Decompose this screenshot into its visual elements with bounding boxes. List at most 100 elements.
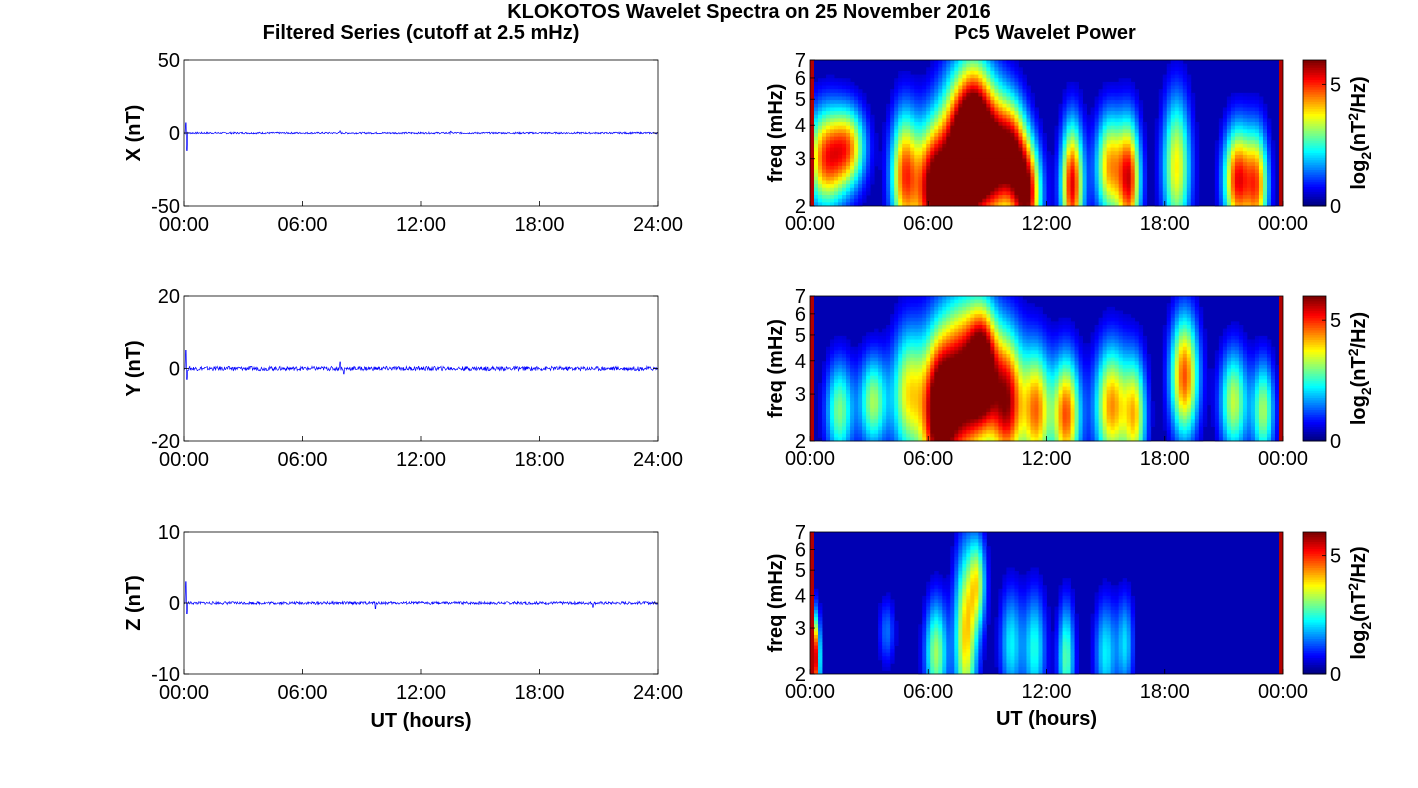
heatmap-cell	[1106, 350, 1112, 355]
heatmap-cell	[994, 169, 999, 174]
heatmap-cell	[1122, 195, 1128, 200]
heatmap-cell	[866, 184, 871, 189]
heatmap-cell	[1190, 306, 1196, 311]
heatmap-cell	[1022, 332, 1027, 337]
heatmap-cell	[1254, 118, 1260, 123]
heatmap-cell	[818, 154, 823, 159]
heatmap-cell	[1222, 346, 1228, 351]
heatmap-cell	[1130, 195, 1136, 200]
heatmap-cell	[1262, 173, 1268, 178]
heatmap-cell	[1254, 339, 1260, 344]
heatmap-cell	[934, 321, 939, 326]
heatmap-cell	[934, 195, 939, 200]
heatmap-cell	[1266, 202, 1272, 207]
heatmap-cell	[1058, 173, 1063, 178]
heatmap-cell	[1022, 74, 1027, 79]
heatmap-cell	[1234, 169, 1240, 174]
heatmap-cell	[1010, 296, 1015, 301]
heatmap-cell	[1070, 202, 1075, 207]
heatmap-cell	[1078, 118, 1083, 123]
heatmap-cell	[1010, 136, 1015, 141]
heatmap-cell	[910, 133, 915, 138]
heatmap-cell	[1070, 103, 1075, 108]
heatmap-cell	[1042, 176, 1047, 181]
heatmap-cell	[974, 147, 979, 152]
heatmap-cell	[826, 125, 831, 130]
heatmap-cell	[1066, 103, 1071, 108]
heatmap-cell	[1178, 296, 1184, 301]
heatmap-cell	[1190, 180, 1196, 185]
heatmap-cell	[1142, 151, 1148, 156]
heatmap-cell	[1046, 325, 1051, 330]
heatmap-cell	[1114, 169, 1120, 174]
heatmap-cell	[986, 195, 991, 200]
heatmap-cell	[994, 96, 999, 101]
heatmap-cell	[886, 118, 891, 123]
heatmap-cell	[1078, 202, 1083, 207]
heatmap-cell	[1046, 180, 1051, 185]
heatmap-cell	[934, 89, 939, 94]
heatmap-cell	[978, 335, 983, 340]
heatmap-cell	[1034, 332, 1039, 337]
heatmap-cell	[1050, 184, 1055, 189]
heatmap-cell	[1174, 143, 1180, 148]
heatmap-cell	[1030, 173, 1035, 178]
heatmap-cell	[1030, 118, 1035, 123]
heatmap-cell	[850, 165, 855, 170]
heatmap-cell	[822, 195, 827, 200]
heatmap-cell	[1050, 154, 1055, 159]
heatmap-cell	[1118, 78, 1124, 83]
heatmap-cell	[914, 147, 919, 152]
heatmap-cell	[954, 310, 959, 315]
heatmap-cell	[822, 162, 827, 167]
heatmap-cell	[1050, 321, 1055, 326]
heatmap-cell	[846, 176, 851, 181]
heatmap-cell	[1106, 162, 1112, 167]
heatmap-cell	[1194, 184, 1200, 189]
heatmap-cell	[902, 111, 907, 116]
heatmap-cell	[1026, 350, 1031, 355]
heatmap-cell	[1142, 343, 1148, 348]
heatmap-cell	[1098, 136, 1104, 141]
heatmap-cell	[1042, 180, 1047, 185]
heatmap-cell	[990, 60, 995, 65]
heatmap-cell	[818, 158, 823, 163]
heatmap-cell	[1070, 140, 1075, 145]
y-tick-label: 50	[158, 50, 180, 72]
heatmap-cell	[990, 328, 995, 333]
heatmap-cell	[986, 129, 991, 134]
heatmap-cell	[1074, 195, 1079, 200]
heatmap-cell	[1110, 89, 1116, 94]
heatmap-cell	[1094, 176, 1100, 181]
heatmap-cell	[1066, 184, 1071, 189]
heatmap-cell	[858, 187, 863, 192]
heatmap-cell	[902, 89, 907, 94]
heatmap-cell	[1034, 169, 1039, 174]
heatmap-cell	[1138, 114, 1144, 119]
heatmap-cell	[1014, 154, 1019, 159]
heatmap-cell	[862, 343, 867, 348]
heatmap-cell	[894, 140, 899, 145]
heatmap-cell	[1266, 151, 1272, 156]
heatmap-cell	[942, 118, 947, 123]
heatmap-cell	[986, 310, 991, 315]
heatmap-cell	[910, 100, 915, 105]
heatmap-cell	[1094, 346, 1100, 351]
heatmap-cell	[1134, 125, 1140, 130]
heatmap-cell	[1254, 133, 1260, 138]
heatmap-cell	[1034, 343, 1039, 348]
heatmap-cell	[970, 63, 975, 68]
heatmap-cell	[1046, 191, 1051, 196]
heatmap-cell	[990, 100, 995, 105]
heatmap-cell	[850, 143, 855, 148]
heatmap-cell	[962, 328, 967, 333]
heatmap-cell	[1174, 354, 1180, 359]
heatmap-cell	[858, 350, 863, 355]
heatmap-cell	[834, 143, 839, 148]
heatmap-cell	[894, 346, 899, 351]
heatmap-cell	[1022, 328, 1027, 333]
heatmap-cell	[1218, 169, 1224, 174]
heatmap-cell	[838, 162, 843, 167]
heatmap-cell	[1230, 133, 1236, 138]
